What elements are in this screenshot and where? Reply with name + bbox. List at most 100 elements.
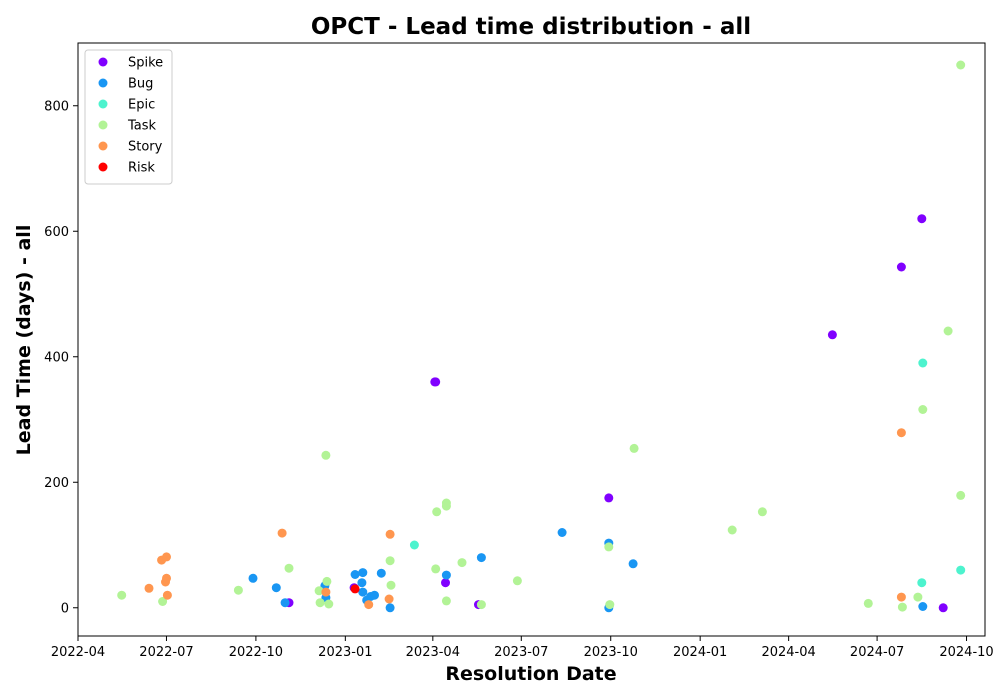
point-bug	[280, 598, 290, 608]
point-task	[897, 602, 907, 612]
point-bug	[628, 559, 638, 569]
point-task	[321, 450, 331, 460]
plot-frame	[77, 42, 986, 637]
point-bug	[557, 528, 567, 537]
point-story	[385, 529, 395, 539]
point-task	[604, 542, 614, 552]
x-axis: 2022-04 2022-07 2022-10 2023-01 2023-04 2023-…	[51, 636, 994, 660]
point-bug	[370, 590, 379, 600]
point-spike	[896, 262, 906, 272]
legend-marker-story	[98, 141, 108, 151]
point-story	[162, 552, 171, 562]
point-task	[457, 558, 467, 568]
series-risk	[350, 584, 360, 594]
point-task	[512, 576, 522, 586]
x-tick-label: 2023-07	[494, 645, 548, 660]
y-tick-label: 200	[44, 476, 69, 491]
point-spike	[431, 377, 441, 387]
legend-marker-task	[98, 120, 108, 130]
y-tick-label: 600	[44, 225, 69, 240]
legend-label-story: Story	[128, 140, 163, 155]
point-task	[629, 443, 639, 453]
point-task	[918, 405, 928, 414]
point-task	[233, 585, 243, 595]
point-story	[144, 583, 154, 593]
point-task	[727, 525, 737, 535]
series-spike	[284, 214, 948, 613]
x-axis-label: Resolution Date	[445, 663, 616, 685]
point-bug	[918, 602, 928, 611]
point-story	[384, 594, 394, 604]
plot-area	[117, 60, 966, 613]
x-tick-label: 2024-10	[939, 645, 993, 660]
point-bug	[441, 570, 451, 580]
y-axis-label: Lead Time (days) - all	[13, 225, 35, 456]
point-story	[162, 590, 172, 600]
point-task	[956, 490, 966, 500]
legend-marker-epic	[98, 99, 108, 109]
x-tick-label: 2024-01	[673, 645, 727, 660]
point-task	[757, 507, 767, 517]
x-tick-label: 2023-10	[584, 645, 638, 660]
legend-label-spike: Spike	[128, 56, 163, 71]
point-task	[314, 586, 324, 596]
x-tick-label: 2022-04	[51, 645, 105, 660]
series-story	[144, 428, 906, 610]
point-task	[863, 598, 873, 608]
point-bug	[358, 568, 368, 578]
x-tick-label: 2022-07	[139, 645, 193, 660]
x-tick-label: 2023-04	[406, 645, 460, 660]
point-story	[162, 573, 171, 583]
point-task	[158, 597, 168, 606]
point-task	[476, 600, 486, 610]
point-spike	[938, 603, 948, 613]
x-tick-label: 2024-04	[761, 645, 815, 660]
legend-marker-risk	[98, 162, 108, 172]
point-bug	[476, 553, 486, 563]
point-task	[605, 600, 615, 610]
point-epic	[956, 565, 966, 575]
series-task	[117, 60, 966, 612]
point-spike	[827, 330, 837, 340]
point-spike	[917, 214, 927, 224]
legend-label-risk: Risk	[128, 161, 155, 176]
legend-label-epic: Epic	[128, 98, 155, 113]
point-task	[432, 507, 442, 517]
point-task	[956, 60, 966, 70]
point-bug	[350, 570, 360, 579]
y-tick-label: 800	[44, 99, 69, 114]
legend-label-bug: Bug	[128, 77, 153, 92]
point-epic	[917, 578, 927, 588]
point-task	[913, 592, 923, 602]
point-task	[324, 599, 334, 609]
chart-title: OPCT - Lead time distribution - all	[311, 14, 751, 40]
legend: Spike Bug Epic Task Story Risk	[84, 49, 173, 185]
point-task	[386, 580, 396, 590]
point-spike	[604, 493, 614, 503]
point-epic	[918, 358, 928, 368]
series-epic	[409, 358, 966, 588]
point-spike	[441, 578, 450, 588]
point-task	[284, 563, 294, 573]
point-epic	[409, 540, 419, 550]
point-task	[441, 498, 451, 508]
point-bug	[271, 583, 281, 593]
point-task	[315, 598, 325, 608]
x-tick-label: 2024-07	[850, 645, 904, 660]
x-tick-label: 2022-10	[229, 645, 283, 660]
point-story	[277, 528, 287, 538]
point-task	[441, 596, 451, 606]
point-bug	[376, 568, 386, 578]
point-task	[117, 590, 127, 600]
point-story	[896, 428, 906, 438]
point-task	[385, 556, 395, 566]
y-axis: 0 200 400 600 800	[44, 99, 78, 616]
x-tick-label: 2023-01	[318, 645, 372, 660]
point-bug	[248, 573, 258, 583]
point-task	[431, 564, 441, 574]
point-task	[943, 326, 953, 336]
legend-label-task: Task	[127, 119, 157, 134]
point-story	[896, 592, 906, 602]
legend-marker-bug	[98, 78, 108, 88]
